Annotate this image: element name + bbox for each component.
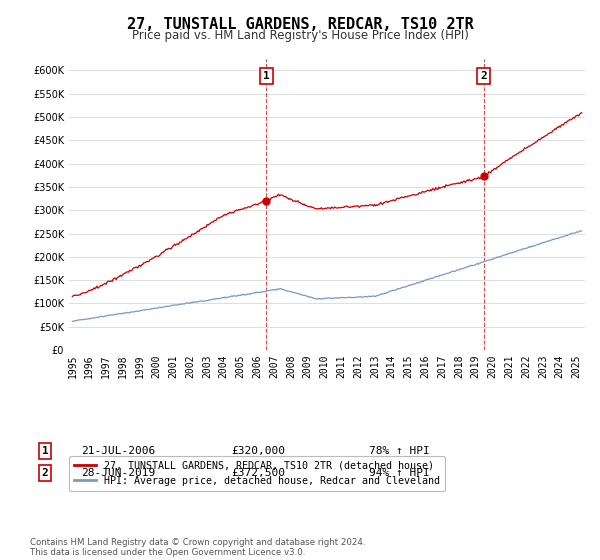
Text: 2: 2 [481, 71, 487, 81]
Text: 1: 1 [41, 446, 49, 456]
Text: 94% ↑ HPI: 94% ↑ HPI [369, 468, 430, 478]
Text: £320,000: £320,000 [231, 446, 285, 456]
Text: Price paid vs. HM Land Registry's House Price Index (HPI): Price paid vs. HM Land Registry's House … [131, 29, 469, 42]
Text: 21-JUL-2006: 21-JUL-2006 [81, 446, 155, 456]
Text: £372,500: £372,500 [231, 468, 285, 478]
Text: 78% ↑ HPI: 78% ↑ HPI [369, 446, 430, 456]
Text: 1: 1 [263, 71, 270, 81]
Text: 2: 2 [41, 468, 49, 478]
Text: Contains HM Land Registry data © Crown copyright and database right 2024.
This d: Contains HM Land Registry data © Crown c… [30, 538, 365, 557]
Text: 28-JUN-2019: 28-JUN-2019 [81, 468, 155, 478]
Text: 27, TUNSTALL GARDENS, REDCAR, TS10 2TR: 27, TUNSTALL GARDENS, REDCAR, TS10 2TR [127, 17, 473, 32]
Legend: 27, TUNSTALL GARDENS, REDCAR, TS10 2TR (detached house), HPI: Average price, det: 27, TUNSTALL GARDENS, REDCAR, TS10 2TR (… [69, 456, 445, 491]
